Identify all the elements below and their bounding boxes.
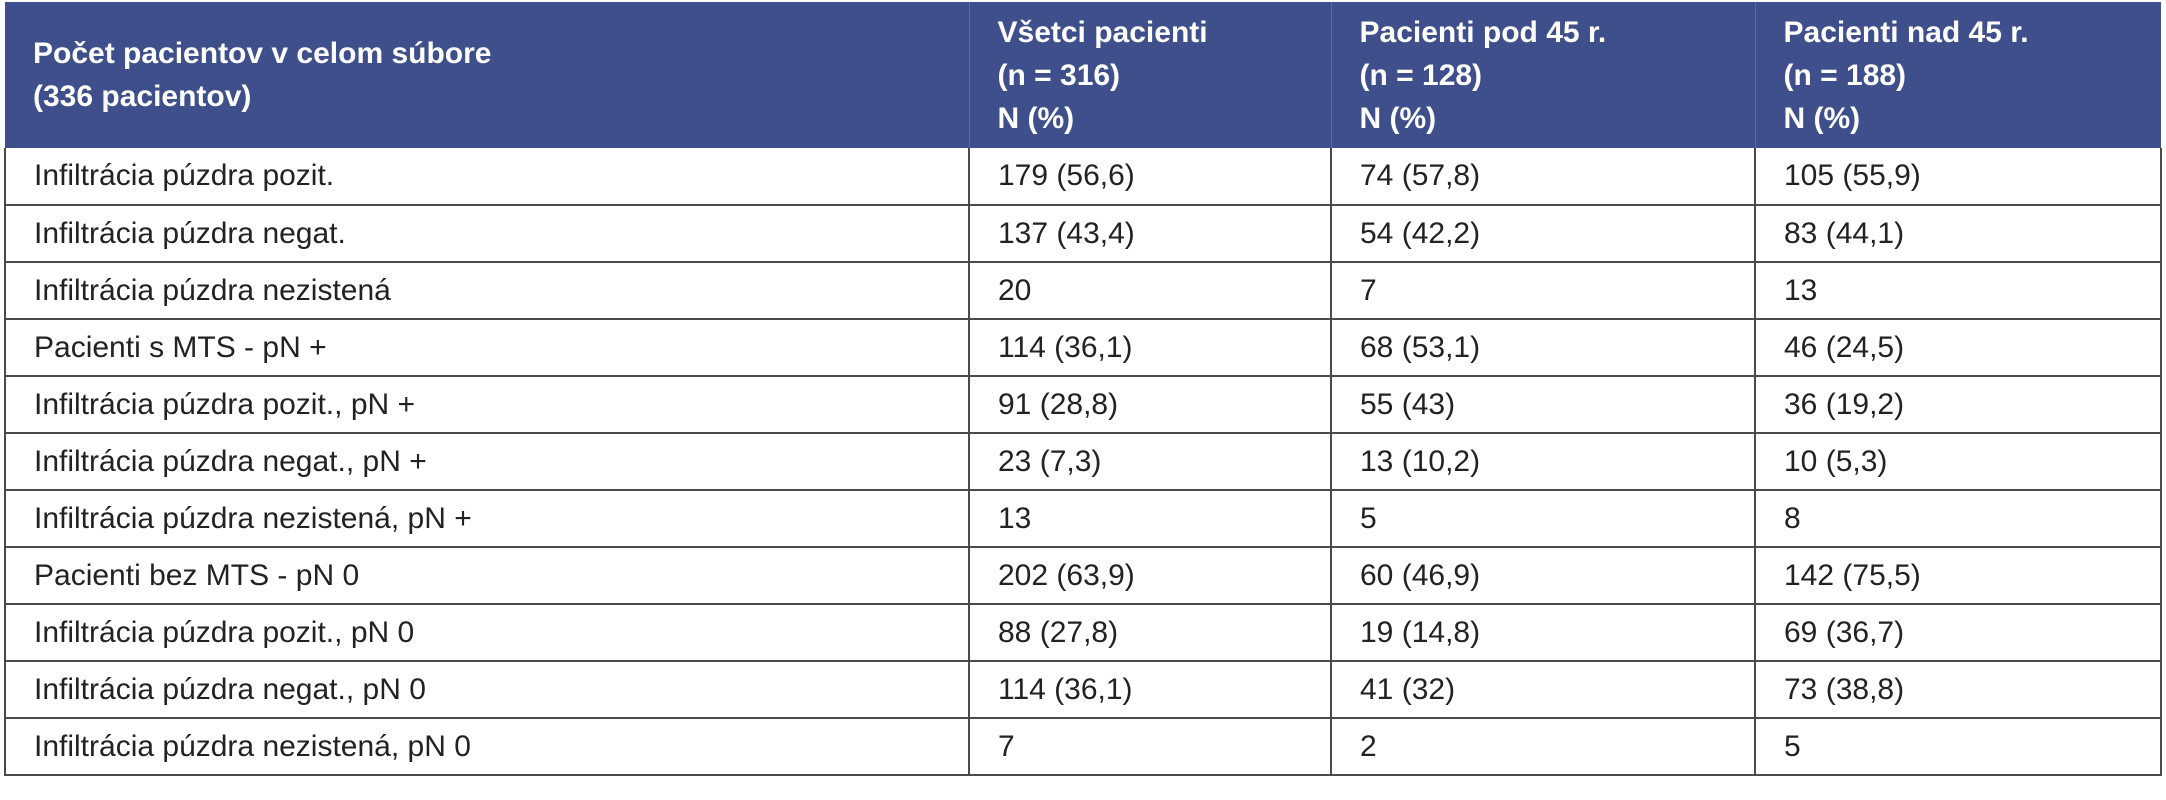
over-45-cell: 8 <box>1754 489 2162 548</box>
under-45-cell: 7 <box>1330 261 1756 320</box>
header-line: (336 pacientov) <box>33 80 252 113</box>
under-45-cell: 2 <box>1330 717 1756 776</box>
header-line: Pacienti nad 45 r. <box>1783 15 2029 49</box>
under-45-cell: 19 (14,8) <box>1330 603 1756 662</box>
header-over-45: Pacienti nad 45 r. (n = 188) N (%) <box>1754 2 2161 148</box>
under-45-cell: 41 (32) <box>1330 660 1756 719</box>
header-row: Počet pacientov v celom súbore (336 pacie… <box>5 2 2161 148</box>
row-label-cell: Infiltrácia púzdra nezistená, pN 0 <box>4 717 970 776</box>
row-label-cell: Infiltrácia púzdra negat. <box>4 204 970 263</box>
header-line: Všetci pacienti <box>997 15 1208 49</box>
row-label-cell: Infiltrácia púzdra pozit. <box>4 148 970 206</box>
table-body: Infiltrácia púzdra pozit. 179 (56,6) 74 (5… <box>4 148 2162 776</box>
row-label-cell: Pacienti bez MTS - pN 0 <box>4 546 970 605</box>
header-line: N (%) <box>1359 101 1437 135</box>
table-header: Počet pacientov v celom súbore (336 pacie… <box>5 2 2161 148</box>
under-45-cell: 68 (53,1) <box>1330 318 1756 377</box>
header-line: Počet pacientov v celom súbore <box>33 37 492 70</box>
all-patients-cell: 7 <box>968 717 1332 776</box>
under-45-cell: 54 (42,2) <box>1330 204 1756 263</box>
row-label-cell: Pacienti s MTS - pN + <box>4 318 970 377</box>
row-label-cell: Infiltrácia púzdra negat., pN 0 <box>4 660 970 719</box>
over-45-cell: 5 <box>1754 717 2162 776</box>
all-patients-cell: 13 <box>968 489 1332 548</box>
table-row: Infiltrácia púzdra nezistená 20 7 13 <box>4 261 2162 320</box>
under-45-cell: 5 <box>1330 489 1756 548</box>
under-45-cell: 60 (46,9) <box>1330 546 1756 605</box>
all-patients-cell: 202 (63,9) <box>968 546 1332 605</box>
table-row: Infiltrácia púzdra negat. 137 (43,4) 54 (4… <box>4 204 2162 263</box>
table-row: Infiltrácia púzdra negat., pN 0 114 (36,1… <box>4 660 2162 719</box>
header-line: (n = 316) <box>997 58 1121 92</box>
under-45-cell: 55 (43) <box>1330 375 1756 434</box>
over-45-cell: 142 (75,5) <box>1754 546 2162 605</box>
header-line: N (%) <box>1783 101 1861 135</box>
data-table: Počet pacientov v celom súbore (336 pacie… <box>4 2 2162 776</box>
all-patients-cell: 88 (27,8) <box>968 603 1332 662</box>
header-line: (n = 188) <box>1783 58 1907 92</box>
data-table-container: Počet pacientov v celom súbore (336 pacie… <box>4 2 2162 776</box>
header-all-patients: Všetci pacienti (n = 316) N (%) <box>968 2 1331 148</box>
header-patient-count: Počet pacientov v celom súbore (336 pacie… <box>5 2 969 148</box>
all-patients-cell: 179 (56,6) <box>968 148 1332 206</box>
over-45-cell: 69 (36,7) <box>1754 603 2162 662</box>
over-45-cell: 36 (19,2) <box>1754 375 2162 434</box>
row-label-cell: Infiltrácia púzdra pozit., pN 0 <box>4 603 970 662</box>
table-row: Infiltrácia púzdra pozit., pN +91 (28,8)… <box>4 375 2162 434</box>
all-patients-cell: 114 (36,1) <box>968 660 1332 719</box>
row-label-cell: Infiltrácia púzdra pozit., pN + <box>4 375 970 434</box>
over-45-cell: 46 (24,5) <box>1754 318 2162 377</box>
table-row: Infiltrácia púzdra nezistená, pN +13 5 8 <box>4 489 2162 548</box>
header-line: Pacienti pod 45 r. <box>1359 15 1607 49</box>
under-45-cell: 74 (57,8) <box>1330 148 1756 206</box>
all-patients-cell: 91 (28,8) <box>968 375 1332 434</box>
table-row: Pacienti s MTS - pN +114 (36,1) 68 (53,1)… <box>4 318 2162 377</box>
over-45-cell: 73 (38,8) <box>1754 660 2162 719</box>
all-patients-cell: 137 (43,4) <box>968 204 1332 263</box>
row-label-cell: Infiltrácia púzdra nezistená <box>4 261 970 320</box>
header-under-45: Pacienti pod 45 r. (n = 128) N (%) <box>1330 2 1755 148</box>
header-line: N (%) <box>997 101 1075 135</box>
under-45-cell: 13 (10,2) <box>1330 432 1756 491</box>
over-45-cell: 83 (44,1) <box>1754 204 2162 263</box>
over-45-cell: 13 <box>1754 261 2162 320</box>
table-row: Pacienti bez MTS - pN 0 202 (63,9) 60 (46,… <box>4 546 2162 605</box>
table-row: Infiltrácia púzdra pozit. 179 (56,6) 74 (5… <box>4 148 2162 206</box>
row-label-cell: Infiltrácia púzdra negat., pN + <box>4 432 970 491</box>
row-label-cell: Infiltrácia púzdra nezistená, pN + <box>4 489 970 548</box>
all-patients-cell: 114 (36,1) <box>968 318 1332 377</box>
header-line: (n = 128) <box>1359 58 1483 92</box>
all-patients-cell: 20 <box>968 261 1332 320</box>
all-patients-cell: 23 (7,3) <box>968 432 1332 491</box>
over-45-cell: 105 (55,9) <box>1754 148 2162 206</box>
over-45-cell: 10 (5,3) <box>1754 432 2162 491</box>
table-row: Infiltrácia púzdra pozit., pN 0 88 (27,8)… <box>4 603 2162 662</box>
table-row: Infiltrácia púzdra negat., pN +23 (7,3) 1… <box>4 432 2162 491</box>
